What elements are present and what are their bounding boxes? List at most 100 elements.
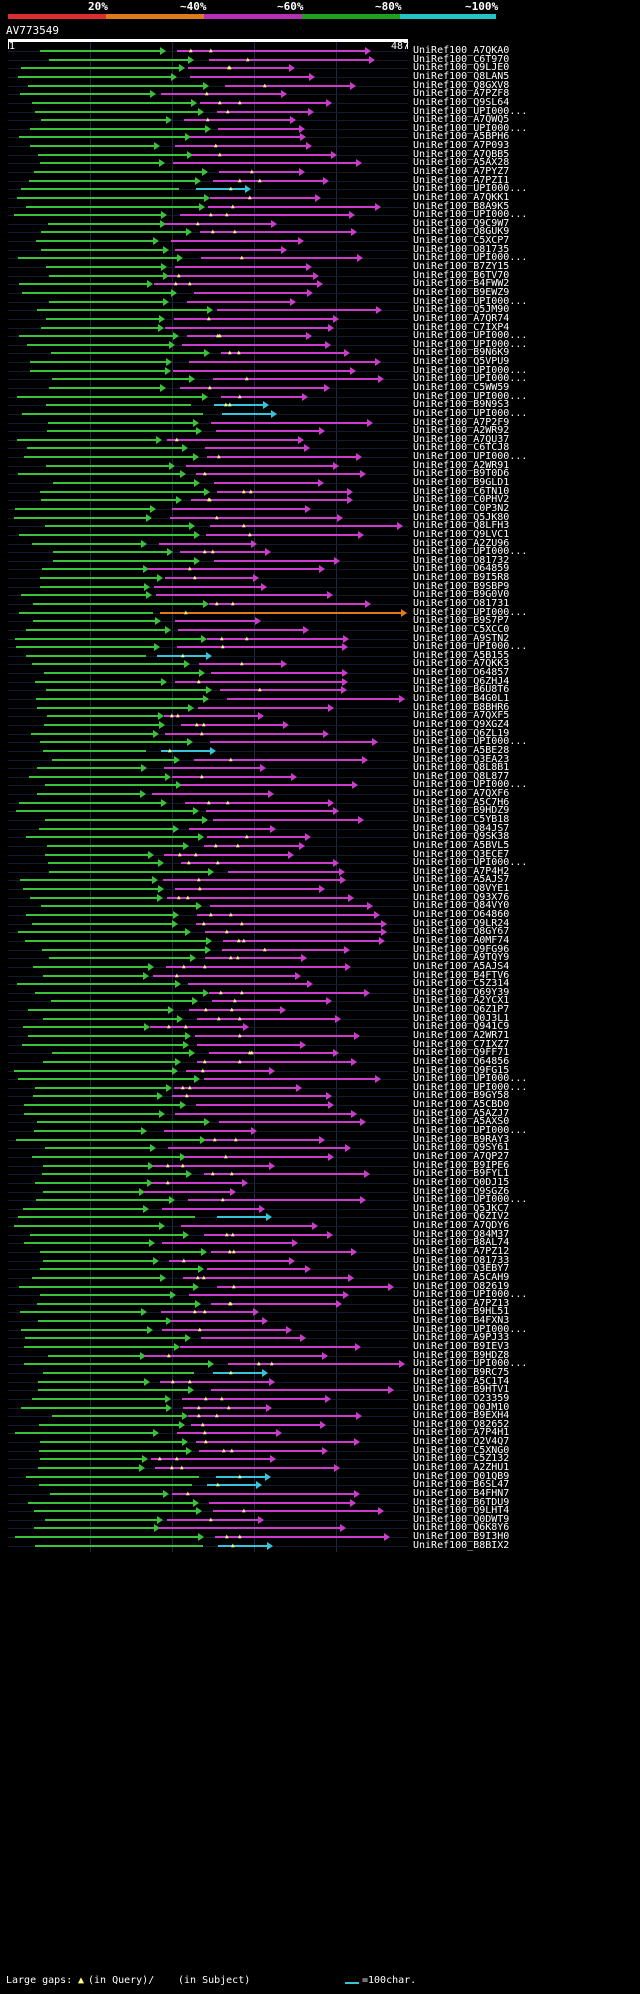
hit-link[interactable]: UniRef100_UPI000... <box>413 606 528 618</box>
hit-link[interactable]: UniRef100_Q9LHT4 <box>413 1505 510 1517</box>
hit-link[interactable]: UniRef100_Q0DWT9 <box>413 1513 510 1525</box>
hit-link[interactable]: UniRef100_Q01QB9 <box>413 1470 510 1482</box>
hit-link[interactable]: UniRef100_B9I5R8 <box>413 572 510 583</box>
hit-link[interactable]: UniRef100_UPI000... <box>413 779 528 791</box>
hit-link[interactable]: UniRef100_C7IXZ7 <box>413 1038 510 1050</box>
hit-link[interactable]: UniRef100_C7IXP4 <box>413 321 510 333</box>
hit-link[interactable]: UniRef100_A2WR71 <box>413 1030 510 1041</box>
hit-link[interactable]: UniRef100_A9TQY9 <box>413 952 510 964</box>
hit-link[interactable]: UniRef100_A5C1T4 <box>413 1375 510 1387</box>
hit-link[interactable]: UniRef100_Q3EA23 <box>413 753 510 765</box>
hit-link[interactable]: UniRef100_UPI000... <box>413 1125 528 1136</box>
hit-link[interactable]: UniRef100_B9RAY3 <box>413 1133 510 1145</box>
hit-link[interactable]: UniRef100_Q9LVC1 <box>413 528 510 540</box>
hit-link[interactable]: UniRef100_UPI000... <box>413 1358 528 1370</box>
hit-link[interactable]: UniRef100_B6TDU9 <box>413 1496 510 1508</box>
hit-link[interactable]: UniRef100_B9RC75 <box>413 1366 510 1378</box>
hit-link[interactable]: UniRef100_C0P3N2 <box>413 502 510 514</box>
hit-link[interactable]: UniRef100_Q84M37 <box>413 1228 510 1240</box>
hit-link[interactable]: UniRef100_B9FYL1 <box>413 1168 510 1180</box>
hit-link[interactable]: UniRef100_B9GY58 <box>413 1090 510 1102</box>
hit-link[interactable]: UniRef100_A5CBD0 <box>413 1099 510 1111</box>
hit-link[interactable]: UniRef100_O81732 <box>413 554 510 566</box>
hit-link[interactable]: UniRef100_A7QKK3 <box>413 658 510 670</box>
hit-link[interactable]: UniRef100_Q9FG96 <box>413 943 510 955</box>
hit-link[interactable]: UniRef100_A7P093 <box>413 140 510 151</box>
hit-link[interactable]: UniRef100_Q9FF71 <box>413 1047 510 1059</box>
hit-link[interactable]: UniRef100_O81735 <box>413 243 510 255</box>
hit-link[interactable]: UniRef100_Q8LFH3 <box>413 520 510 532</box>
hit-link[interactable]: UniRef100_A5CAH9 <box>413 1271 510 1283</box>
hit-link[interactable]: UniRef100_UPI000... <box>413 122 528 134</box>
hit-link[interactable]: UniRef100_UPI000... <box>413 1194 528 1206</box>
hit-link[interactable]: UniRef100_O82619 <box>413 1280 510 1292</box>
hit-link[interactable]: UniRef100_UPI000... <box>413 857 528 869</box>
hit-link[interactable]: UniRef100_B9S7P7 <box>413 615 510 627</box>
hit-link[interactable]: UniRef100_C6T970 <box>413 53 510 65</box>
hit-link[interactable]: UniRef100_B9EWZ9 <box>413 286 510 298</box>
hit-link[interactable]: UniRef100_O64860 <box>413 909 510 920</box>
hit-link[interactable]: UniRef100_A0MF74 <box>413 934 510 946</box>
hit-link[interactable]: UniRef100_O81733 <box>413 1254 510 1266</box>
hit-link[interactable]: UniRef100_A5AJS4 <box>413 960 510 972</box>
hit-link[interactable]: UniRef100_B4FWW2 <box>413 278 510 290</box>
hit-link[interactable]: UniRef100_Q5JM90 <box>413 304 510 316</box>
hit-link[interactable]: UniRef100_A5AZJ7 <box>413 1107 510 1119</box>
hit-link[interactable]: UniRef100_UPI000... <box>413 451 528 463</box>
hit-link[interactable]: UniRef100_A5AJS7 <box>413 874 510 886</box>
hit-link[interactable]: UniRef100_B8A9K5 <box>413 200 510 212</box>
hit-link[interactable]: UniRef100_A7QDY6 <box>413 1220 510 1231</box>
hit-link[interactable]: UniRef100_A2WR91 <box>413 459 510 471</box>
hit-link[interactable]: UniRef100_A7PZ12 <box>413 1246 510 1257</box>
hit-link[interactable]: UniRef100_Q2V4Q7 <box>413 1436 510 1447</box>
hit-link[interactable]: UniRef100_O64857 <box>413 667 510 679</box>
hit-link[interactable]: UniRef100_A7QBB5 <box>413 148 510 160</box>
hit-link[interactable]: UniRef100_B9I3H0 <box>413 1531 510 1543</box>
hit-link[interactable]: UniRef100_C5Z314 <box>413 978 510 990</box>
hit-link[interactable]: UniRef100_A7QU37 <box>413 433 510 445</box>
hit-link[interactable]: UniRef100_UPI000... <box>413 1073 528 1085</box>
hit-link[interactable]: UniRef100_B9IPE6 <box>413 1159 510 1171</box>
hit-link[interactable]: UniRef100_B9N6K9 <box>413 347 510 359</box>
hit-link[interactable]: UniRef100_O82652 <box>413 1418 510 1430</box>
hit-link[interactable]: UniRef100_A7PZF8 <box>413 88 510 100</box>
hit-link[interactable]: UniRef100_B4FTV6 <box>413 969 510 981</box>
hit-link[interactable]: UniRef100_Q5JKC7 <box>413 1202 510 1214</box>
hit-link[interactable]: UniRef100_Q0J3L1 <box>413 1012 510 1024</box>
hit-link[interactable]: UniRef100_Q69Y39 <box>413 986 510 998</box>
hit-link[interactable]: UniRef100_B8AL74 <box>413 1237 510 1249</box>
hit-link[interactable]: UniRef100_Q9LR24 <box>413 917 510 929</box>
hit-link[interactable]: UniRef100_B9HTV1 <box>413 1384 510 1396</box>
hit-link[interactable]: UniRef100_O64859 <box>413 563 510 575</box>
hit-link[interactable]: UniRef100_Q9LJE0 <box>413 62 510 74</box>
hit-link[interactable]: UniRef100_B9HDZ8 <box>413 1349 510 1361</box>
hit-link[interactable]: UniRef100_C5Z132 <box>413 1453 510 1465</box>
hit-link[interactable]: UniRef100_C5XCC0 <box>413 623 510 635</box>
hit-link[interactable]: UniRef100_C5XCP7 <box>413 235 510 247</box>
hit-link[interactable]: UniRef100_Q8LAN5 <box>413 70 510 82</box>
hit-link[interactable]: UniRef100_Q6ZL19 <box>413 727 510 739</box>
hit-link[interactable]: UniRef100_A5C7H6 <box>413 796 510 808</box>
hit-link[interactable]: UniRef100_UPI000... <box>413 1289 528 1301</box>
hit-link[interactable]: UniRef100_Q93X76 <box>413 891 510 903</box>
hit-link[interactable]: UniRef100_C5WW59 <box>413 382 510 393</box>
hit-link[interactable]: UniRef100_A5B155 <box>413 649 510 661</box>
hit-link[interactable]: UniRef100_Q5JK80 <box>413 511 510 523</box>
hit-link[interactable]: UniRef100_B8BIX2 <box>413 1539 510 1551</box>
hit-link[interactable]: UniRef100_Q9SGZ6 <box>413 1185 510 1197</box>
hit-link[interactable]: UniRef100_B9N9S3 <box>413 399 510 411</box>
hit-link[interactable]: UniRef100_B4FXN3 <box>413 1315 510 1327</box>
hit-link[interactable]: UniRef100_Q9SL64 <box>413 96 510 108</box>
hit-link[interactable]: UniRef100_Q84VY0 <box>413 900 510 912</box>
hit-link[interactable]: UniRef100_B9HDZ9 <box>413 805 510 817</box>
hit-link[interactable]: UniRef100_UPI000... <box>413 407 528 419</box>
hit-link[interactable]: UniRef100_A7QP27 <box>413 1150 510 1162</box>
hit-link[interactable]: UniRef100_UPI000... <box>413 1323 528 1335</box>
hit-link[interactable]: UniRef100_A7P4H1 <box>413 1427 510 1439</box>
hit-link[interactable]: UniRef100_A5BPH6 <box>413 131 510 143</box>
hit-link[interactable]: UniRef100_B6U8T6 <box>413 684 510 696</box>
hit-link[interactable]: UniRef100_B9T0D6 <box>413 468 510 480</box>
hit-link[interactable]: UniRef100_Q9C9W7 <box>413 217 510 229</box>
hit-link[interactable]: UniRef100_B9G0V0 <box>413 589 510 601</box>
hit-link[interactable]: UniRef100_B7ZY15 <box>413 261 510 272</box>
